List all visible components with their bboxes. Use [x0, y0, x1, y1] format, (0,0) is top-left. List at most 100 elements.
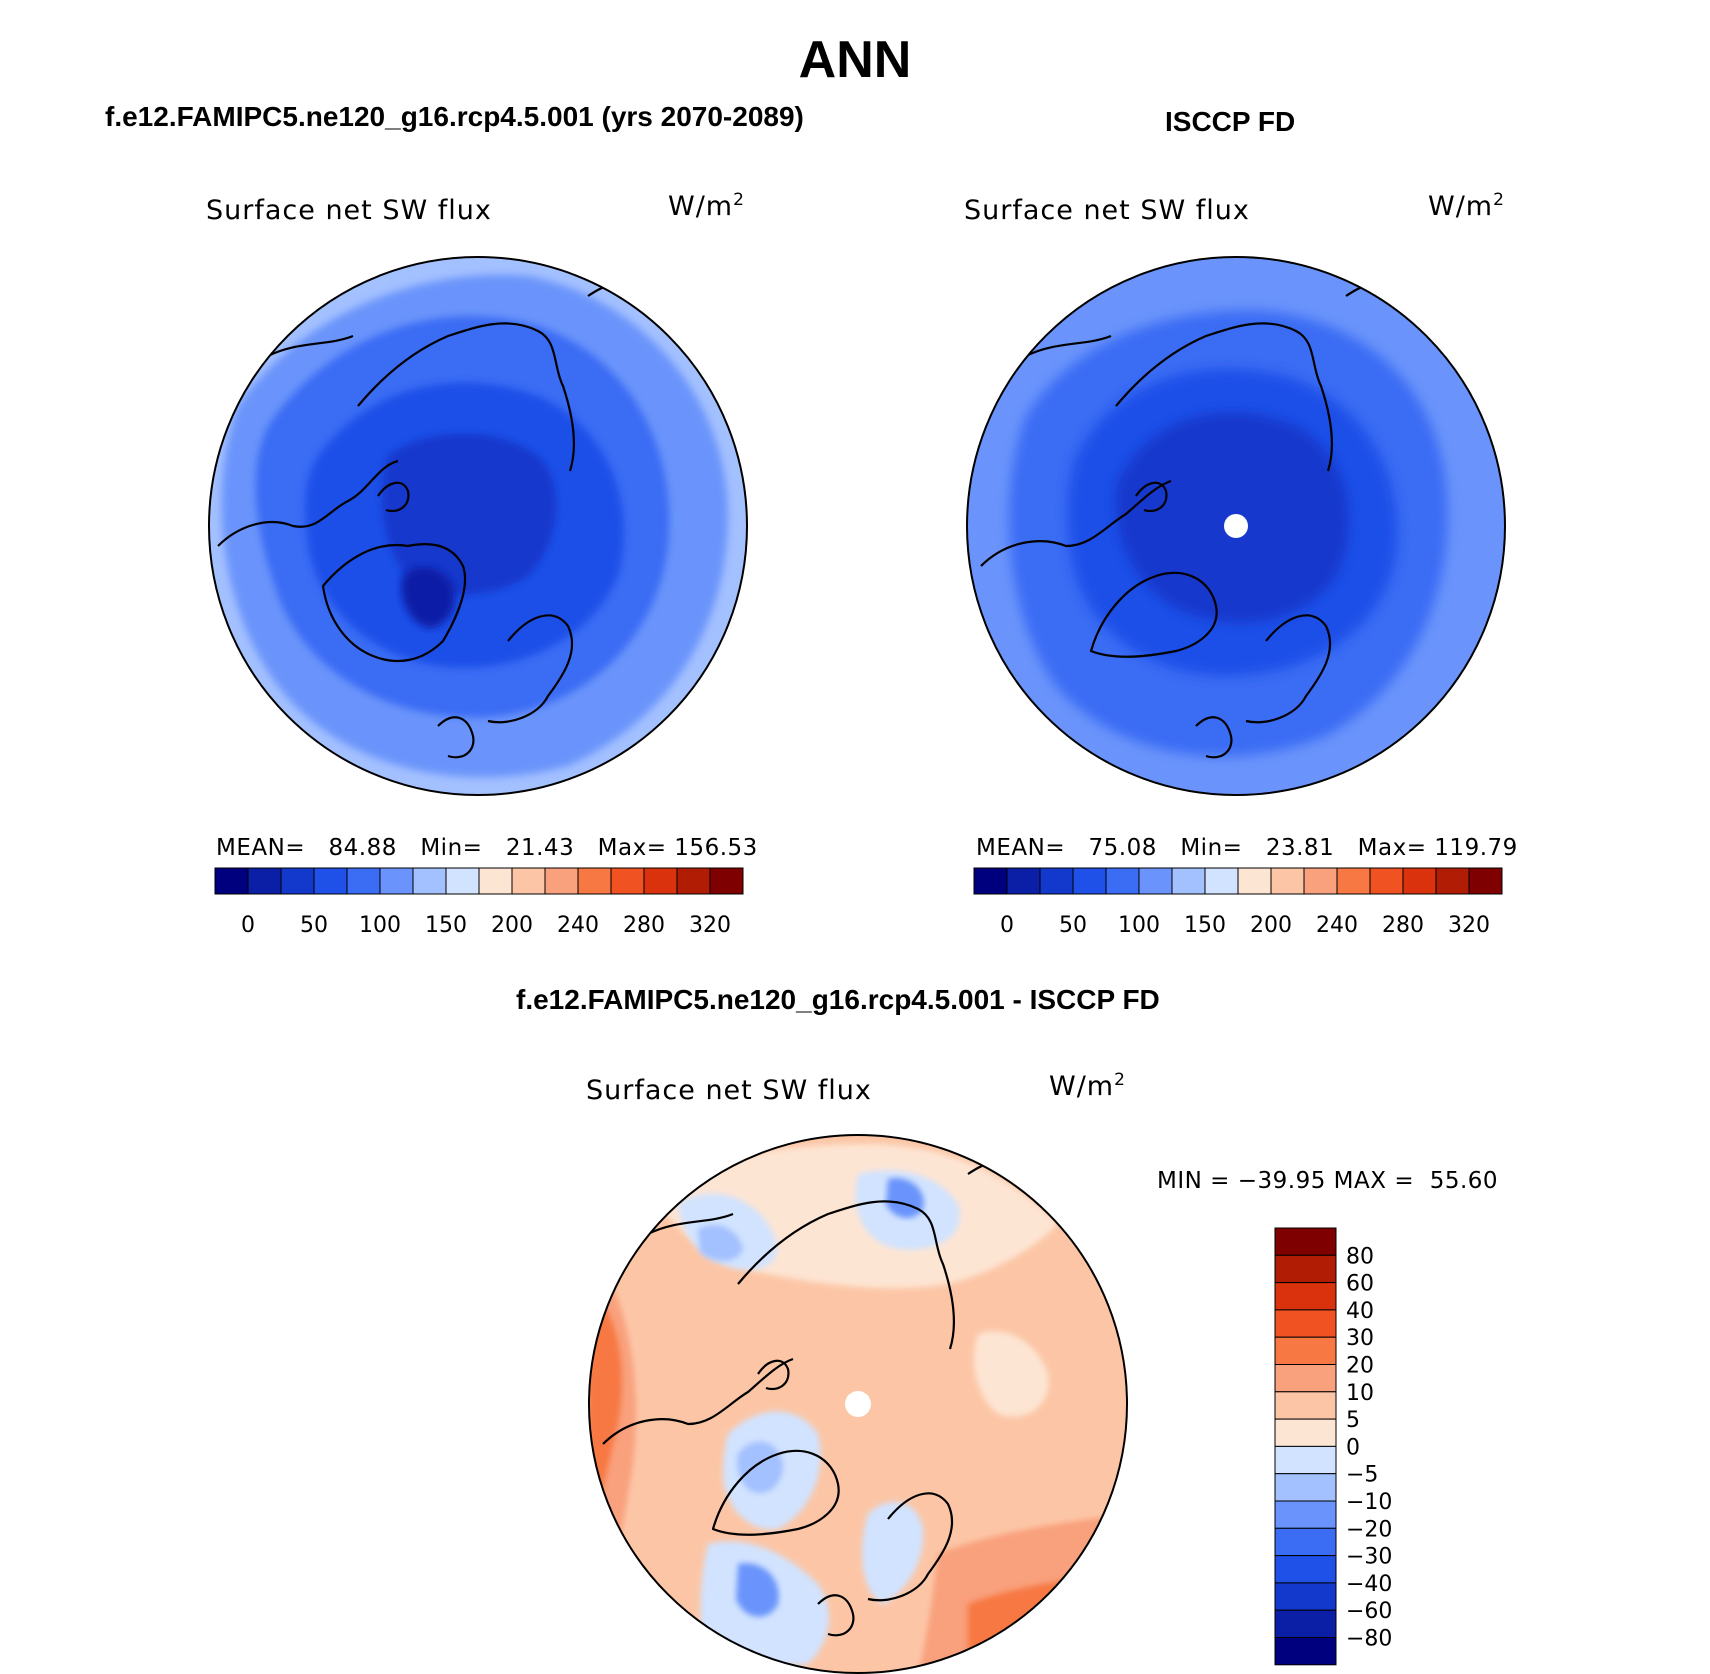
diff-colorbar-box [1274, 1609, 1337, 1639]
model-colorbar-box [346, 867, 381, 895]
map-region [382, 433, 557, 595]
polar-hole [845, 1391, 871, 1417]
coastline [711, 1449, 840, 1536]
coastline [217, 459, 399, 547]
diff-colorbar-box [1274, 1582, 1337, 1611]
diff-colorbar-tick-label: 5 [1346, 1408, 1360, 1433]
model-colorbar-tick-label: 100 [359, 913, 401, 938]
model-colorbar-box [412, 867, 447, 895]
coastline [737, 1200, 956, 1350]
obs-colorbar-box [1138, 867, 1173, 895]
obs-colorbar: 0 50 100 150 200 240 280 320 [973, 867, 1503, 938]
model-colorbar-tick-label: 240 [557, 913, 599, 938]
diff-colorbar-tick-label: 30 [1346, 1326, 1374, 1351]
model-panel-title: f.e12.FAMIPC5.ne120_g16.rcp4.5.001 (yrs … [105, 101, 804, 132]
model-colorbar-box [478, 867, 513, 895]
diff-polar-map [588, 1134, 1128, 1674]
model-polar-map [208, 256, 748, 796]
model-stats: MEAN= 84.88 Min= 21.43 Max= 156.53 [216, 835, 758, 861]
diff-colorbar-tick-label: −40 [1346, 1572, 1392, 1597]
diff-colorbar-box [1274, 1364, 1337, 1393]
coastline [487, 614, 574, 724]
obs-units-label: W/m2 [1428, 190, 1505, 222]
obs-colorbar-box [973, 867, 1008, 895]
coastline [1115, 322, 1334, 472]
obs-colorbar-box [1270, 867, 1305, 895]
obs-colorbar-box [1105, 867, 1140, 895]
diff-colorbar-box [1274, 1418, 1337, 1447]
coastline [357, 322, 576, 472]
obs-polar-map [966, 256, 1506, 796]
obs-colorbar-box [1039, 867, 1074, 895]
obs-colorbar-tick-label: 200 [1250, 913, 1292, 938]
diff-colorbar-tick-label: 40 [1346, 1299, 1374, 1324]
model-colorbar-box [577, 867, 612, 895]
polar-hole [1224, 514, 1248, 538]
map-region [401, 567, 456, 628]
obs-colorbar-box [1468, 867, 1503, 895]
coastline [867, 1492, 954, 1602]
model-colorbar-box [511, 867, 546, 895]
obs-colorbar-tick-label: 150 [1184, 913, 1226, 938]
model-colorbar-box [676, 867, 711, 895]
coastline [377, 481, 410, 513]
diff-colorbar-tick-label: −10 [1346, 1490, 1392, 1515]
obs-panel-title: ISCCP FD [1165, 106, 1296, 137]
obs-colorbar-box [1171, 867, 1206, 895]
model-colorbar-tick-label: 280 [623, 913, 665, 938]
diff-colorbar-tick-label: 20 [1346, 1354, 1374, 1379]
obs-variable-label: Surface net SW flux [964, 195, 1250, 226]
obs-colorbar-box [1369, 867, 1404, 895]
diff-colorbar-tick-label: 10 [1346, 1381, 1374, 1406]
diff-colorbar-box [1274, 1309, 1337, 1338]
coastline [817, 1594, 855, 1637]
map-region [698, 1225, 743, 1261]
coastline [267, 334, 354, 357]
coastline [602, 1357, 794, 1445]
diff-colorbar-box [1274, 1527, 1337, 1557]
diff-stats: MIN = −39.95 MAX = 55.60 [1157, 1168, 1499, 1194]
diff-colorbar-box [1274, 1282, 1337, 1311]
model-colorbar-tick-label: 150 [425, 913, 467, 938]
diff-colorbar-tick-label: −80 [1346, 1627, 1392, 1652]
diff-colorbar-tick-label: 80 [1346, 1244, 1374, 1269]
obs-colorbar-box [1435, 867, 1470, 895]
obs-stats: MEAN= 75.08 Min= 23.81 Max= 119.79 [976, 835, 1518, 861]
obs-colorbar-tick-label: 100 [1118, 913, 1160, 938]
model-colorbar-box [544, 867, 579, 895]
diff-variable-label: Surface net SW flux [586, 1075, 872, 1106]
diff-colorbar-tick-label: −5 [1346, 1463, 1378, 1488]
model-colorbar-box [379, 867, 414, 895]
obs-colorbar-tick-label: 50 [1059, 913, 1087, 938]
model-colorbar-box [445, 867, 480, 895]
diff-colorbar-box [1274, 1500, 1337, 1529]
model-colorbar-box [214, 867, 249, 895]
map-region [736, 1563, 779, 1617]
diff-colorbar-tick-label: 0 [1346, 1435, 1360, 1460]
model-colorbar-box [313, 867, 348, 895]
diff-colorbar-box [1274, 1254, 1337, 1284]
diff-units-label: W/m2 [1049, 1070, 1126, 1102]
obs-colorbar-tick-label: 240 [1316, 913, 1358, 938]
obs-colorbar-tick-label: 0 [1000, 913, 1014, 938]
obs-colorbar-box [1336, 867, 1371, 895]
coastline [1195, 716, 1233, 759]
diff-panel-title: f.e12.FAMIPC5.ne120_g16.rcp4.5.001 - ISC… [516, 984, 1160, 1015]
model-colorbar-tick-label: 0 [241, 913, 255, 938]
obs-colorbar-box [1072, 867, 1107, 895]
map-region [974, 1331, 1049, 1417]
diff-colorbar-box [1274, 1391, 1337, 1420]
obs-colorbar-box [1204, 867, 1239, 895]
diff-colorbar-box [1274, 1336, 1337, 1365]
diff-colorbar-tick-label: −30 [1346, 1545, 1392, 1570]
diff-colorbar-box [1274, 1227, 1337, 1256]
model-variable-label: Surface net SW flux [206, 195, 492, 226]
obs-colorbar-box [1006, 867, 1041, 895]
obs-colorbar-tick-label: 280 [1382, 913, 1424, 938]
coastline [437, 716, 475, 759]
model-colorbar-box [610, 867, 645, 895]
coastline [980, 479, 1172, 567]
coastline [647, 1212, 734, 1235]
diff-colorbar-tick-label: −60 [1346, 1599, 1392, 1624]
